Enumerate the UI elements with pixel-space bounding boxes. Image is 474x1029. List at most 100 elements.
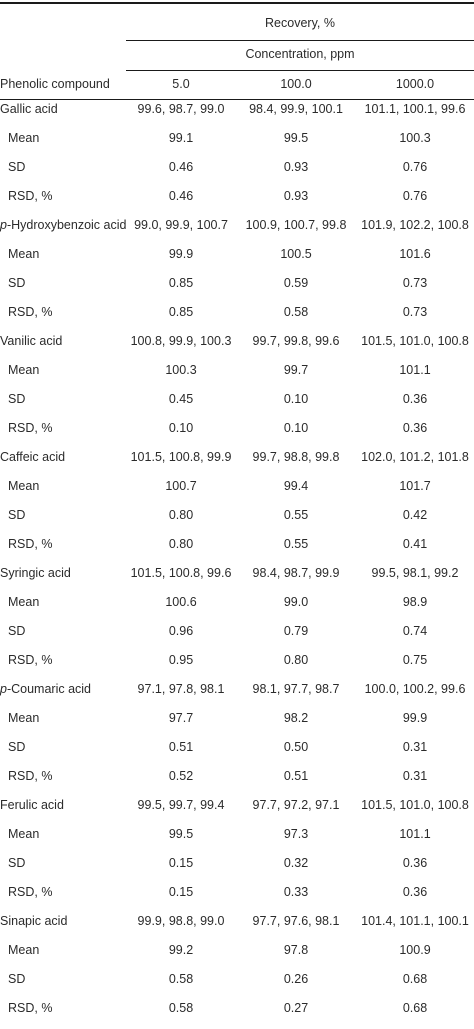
stat-row: Mean 99.2 97.8 100.9 (0, 942, 474, 971)
value-cell: 97.3 (283, 827, 309, 841)
stat-label: SD (8, 624, 26, 638)
table-body: Gallic acid 99.6, 98.7, 99.0 98.4, 99.9, 1… (0, 101, 474, 1029)
value-cell: 98.1, 97.7, 98.7 (252, 682, 340, 696)
stat-label: Mean (8, 247, 40, 261)
value-cell: 0.15 (168, 885, 194, 899)
value-cell: 100.7 (165, 479, 197, 493)
stat-label: RSD, % (8, 305, 53, 319)
concentration-underline (126, 70, 474, 71)
value-cell: 99.0, 99.9, 100.7 (134, 218, 228, 232)
value-cell: 0.76 (402, 189, 428, 203)
recovery-header: Recovery, % (265, 16, 335, 30)
value-cell: 98.2 (283, 711, 309, 725)
value-cell: 101.5, 100.8, 99.9 (130, 450, 232, 464)
compound-row: p-Hydroxybenzoic acid 99.0, 99.9, 100.7 10… (0, 217, 474, 246)
value-cell: 0.75 (402, 653, 428, 667)
value-cell: 0.58 (168, 1001, 194, 1015)
stat-row: Mean 100.6 99.0 98.9 (0, 594, 474, 623)
compound-row: Caffeic acid 101.5, 100.8, 99.9 99.7, 98.8… (0, 449, 474, 478)
value-cell: 99.5 (283, 131, 309, 145)
value-cell: 99.6, 98.7, 99.0 (137, 102, 225, 116)
value-cell: 0.33 (283, 885, 309, 899)
stat-row: SD 0.85 0.59 0.73 (0, 275, 474, 304)
value-cell: 0.41 (402, 537, 428, 551)
value-cell: 0.55 (283, 537, 309, 551)
value-cell: 98.4, 99.9, 100.1 (249, 102, 343, 116)
stat-label: RSD, % (8, 885, 53, 899)
value-cell: 97.7 (168, 711, 194, 725)
value-cell: 97.1, 97.8, 98.1 (137, 682, 225, 696)
value-cell: 0.59 (283, 276, 309, 290)
value-cell: 99.7, 99.8, 99.6 (252, 334, 340, 348)
value-cell: 101.7 (399, 479, 431, 493)
value-cell: 0.68 (402, 972, 428, 986)
value-cell: 0.73 (402, 276, 428, 290)
stat-label: SD (8, 508, 26, 522)
value-cell: 99.7, 98.8, 99.8 (252, 450, 340, 464)
stat-label: SD (8, 740, 26, 754)
stat-label: Mean (8, 363, 40, 377)
value-cell: 0.36 (402, 885, 428, 899)
stat-label: RSD, % (8, 653, 53, 667)
value-cell: 0.31 (402, 740, 428, 754)
value-cell: 101.6 (399, 247, 431, 261)
stat-row: SD 0.51 0.50 0.31 (0, 739, 474, 768)
value-cell: 99.5, 99.7, 99.4 (137, 798, 225, 812)
compound-row: Ferulic acid 99.5, 99.7, 99.4 97.7, 97.2, … (0, 797, 474, 826)
compound-name: Ferulic acid (0, 798, 64, 812)
value-cell: 100.0, 100.2, 99.6 (364, 682, 466, 696)
stat-label: SD (8, 972, 26, 986)
value-cell: 0.52 (168, 769, 194, 783)
compound-name: Vanilic acid (0, 334, 63, 348)
value-cell: 100.6 (165, 595, 197, 609)
value-cell: 0.93 (283, 160, 309, 174)
stat-label: SD (8, 160, 26, 174)
value-cell: 0.10 (283, 392, 309, 406)
stat-row: RSD, % 0.15 0.33 0.36 (0, 884, 474, 913)
value-cell: 0.51 (283, 769, 309, 783)
level-header-3: 1000.0 (395, 77, 435, 91)
stat-row: Mean 99.5 97.3 101.1 (0, 826, 474, 855)
header-bottom-rule (0, 99, 474, 100)
stat-row: SD 0.15 0.32 0.36 (0, 855, 474, 884)
stat-row: RSD, % 0.85 0.58 0.73 (0, 304, 474, 333)
value-cell: 0.55 (283, 508, 309, 522)
stat-label: Mean (8, 479, 40, 493)
compound-row: Gallic acid 99.6, 98.7, 99.0 98.4, 99.9, 1… (0, 101, 474, 130)
value-cell: 99.5 (168, 827, 194, 841)
concentration-header: Concentration, ppm (245, 47, 355, 61)
value-cell: 100.9 (399, 943, 431, 957)
stat-row: RSD, % 0.10 0.10 0.36 (0, 420, 474, 449)
value-cell: 0.96 (168, 624, 194, 638)
stat-label: Mean (8, 711, 40, 725)
stat-row: RSD, % 0.95 0.80 0.75 (0, 652, 474, 681)
stat-label: RSD, % (8, 189, 53, 203)
value-cell: 98.9 (402, 595, 428, 609)
value-cell: 101.1, 100.1, 99.6 (364, 102, 466, 116)
value-cell: 100.5 (280, 247, 312, 261)
value-cell: 0.93 (283, 189, 309, 203)
value-cell: 0.36 (402, 392, 428, 406)
value-cell: 0.95 (168, 653, 194, 667)
value-cell: 99.1 (168, 131, 194, 145)
value-cell: 0.36 (402, 856, 428, 870)
value-cell: 101.1 (399, 363, 431, 377)
value-cell: 100.3 (165, 363, 197, 377)
value-cell: 0.80 (168, 537, 194, 551)
stat-label: Mean (8, 827, 40, 841)
stat-row: SD 0.58 0.26 0.68 (0, 971, 474, 1000)
stat-row: SD 0.45 0.10 0.36 (0, 391, 474, 420)
stat-row: SD 0.80 0.55 0.42 (0, 507, 474, 536)
value-cell: 99.0 (283, 595, 309, 609)
value-cell: 101.5, 101.0, 100.8 (361, 798, 469, 812)
value-cell: 97.7, 97.6, 98.1 (252, 914, 340, 928)
stat-row: RSD, % 0.52 0.51 0.31 (0, 768, 474, 797)
value-cell: 101.5, 101.0, 100.8 (361, 334, 469, 348)
value-cell: 0.74 (402, 624, 428, 638)
stat-row: Mean 100.7 99.4 101.7 (0, 478, 474, 507)
compound-name: Sinapic acid (0, 914, 68, 928)
value-cell: 99.4 (283, 479, 309, 493)
stat-row: SD 0.96 0.79 0.74 (0, 623, 474, 652)
value-cell: 0.27 (283, 1001, 309, 1015)
value-cell: 100.9, 100.7, 99.8 (245, 218, 347, 232)
